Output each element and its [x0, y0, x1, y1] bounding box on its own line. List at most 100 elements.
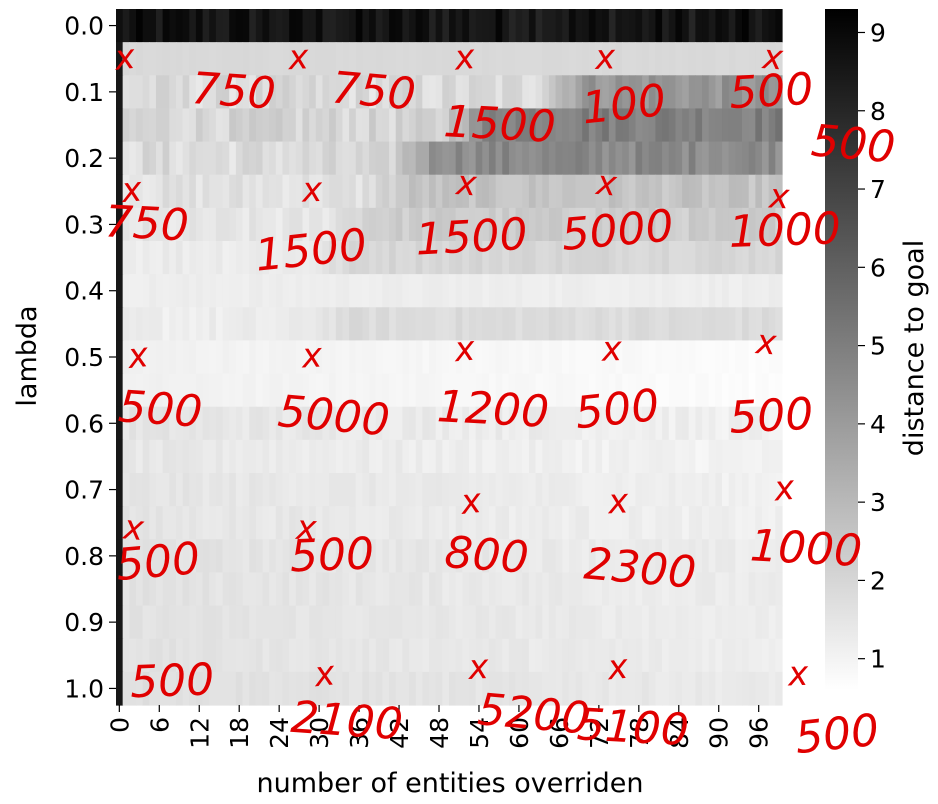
- heatmap-cell: [482, 307, 490, 342]
- heatmap-cell: [588, 75, 597, 110]
- heatmap-cell: [508, 9, 517, 43]
- heatmap-cells: [116, 9, 783, 706]
- heatmap-cell: [262, 141, 270, 176]
- heatmap-cell: [162, 141, 170, 176]
- heatmap-cell: [648, 141, 657, 176]
- heatmap-cell: [742, 9, 750, 43]
- heatmap-cell: [209, 307, 217, 342]
- heatmap-cell: [302, 207, 310, 242]
- heatmap-cell: [195, 473, 204, 507]
- heatmap-cell: [282, 274, 290, 308]
- heatmap-cell: [748, 9, 756, 43]
- heatmap-cell: [742, 207, 750, 242]
- heatmap-cell: [235, 207, 244, 242]
- heatmap-cell: [635, 9, 643, 43]
- heatmap-cell: [462, 207, 470, 242]
- heatmap-cell: [309, 241, 317, 275]
- heatmap-cell: [548, 439, 557, 474]
- heatmap-cell: [235, 638, 244, 673]
- heatmap-cell: [215, 141, 224, 176]
- heatmap-cell: [215, 605, 224, 640]
- heatmap-cell: [289, 638, 297, 673]
- heatmap-cell: [515, 605, 523, 640]
- heatmap-cell: [475, 75, 483, 110]
- x-tick-label: 12: [185, 717, 214, 749]
- heatmap-cell: [269, 42, 277, 76]
- heatmap-cell: [682, 9, 690, 43]
- heatmap-cell: [289, 439, 297, 474]
- heatmap-cell: [409, 274, 417, 308]
- heatmap-cell: [409, 108, 417, 143]
- heatmap-cell: [189, 671, 197, 706]
- heatmap-cell: [735, 406, 743, 441]
- heatmap-cell: [655, 638, 663, 673]
- heatmap-cell: [249, 207, 257, 242]
- heatmap-cell: [415, 307, 423, 342]
- heatmap-cell: [642, 572, 650, 607]
- heatmap-cell: [575, 274, 583, 308]
- heatmap-cell: [369, 141, 377, 176]
- heatmap-cell: [349, 9, 357, 43]
- heatmap-cell: [409, 207, 417, 242]
- heatmap-cell: [695, 340, 703, 375]
- heatmap-cell: [475, 572, 483, 607]
- heatmap-cell: [728, 241, 736, 275]
- heatmap-cell: [249, 274, 257, 308]
- heatmap-cell: [628, 506, 637, 540]
- heatmap-cell: [682, 340, 690, 375]
- heatmap-cell: [542, 671, 550, 706]
- heatmap-cell: [648, 75, 657, 110]
- heatmap-cell: [175, 373, 184, 408]
- heatmap-cell: [755, 572, 763, 607]
- heatmap-cell: [575, 638, 583, 673]
- heatmap-cell: [575, 307, 583, 342]
- heatmap-cell: [775, 207, 783, 242]
- heatmap-cell: [195, 9, 204, 43]
- heatmap-cell: [302, 241, 310, 275]
- heatmap-cell: [182, 671, 190, 706]
- heatmap-cell: [488, 572, 497, 607]
- heatmap-cell: [162, 75, 170, 110]
- heatmap-cell: [722, 340, 730, 375]
- heatmap-cell: [582, 141, 590, 176]
- heatmap-cell: [502, 9, 510, 43]
- heatmap-cell: [628, 307, 637, 342]
- heatmap-cell: [748, 274, 756, 308]
- heatmap-cell: [389, 307, 397, 342]
- heatmap-cell: [628, 75, 637, 110]
- heatmap-cell: [515, 671, 523, 706]
- heatmap-cell: [295, 42, 304, 76]
- heatmap-cell: [209, 539, 217, 574]
- heatmap-cell: [695, 439, 703, 474]
- heatmap-cell: [495, 75, 503, 110]
- heatmap-cell: [555, 439, 563, 474]
- heatmap-cell: [369, 274, 377, 308]
- heatmap-cell: [542, 340, 550, 375]
- heatmap-cell: [628, 406, 637, 441]
- heatmap-cell: [755, 174, 763, 209]
- heatmap-cell: [382, 572, 390, 607]
- heatmap-cell: [215, 439, 224, 474]
- heatmap-cell: [668, 108, 677, 143]
- heatmap-cell: [295, 9, 304, 43]
- heatmap-cell: [369, 605, 377, 640]
- heatmap-cell: [635, 473, 643, 507]
- heatmap-cell: [655, 671, 663, 706]
- heatmap-cell: [422, 572, 430, 607]
- heatmap-cell: [222, 473, 230, 507]
- heatmap-cell: [129, 241, 137, 275]
- heatmap-cell: [242, 539, 250, 574]
- heatmap-cell: [322, 108, 330, 143]
- annotation-x-mark: x: [605, 647, 630, 689]
- heatmap-cell: [488, 605, 497, 640]
- heatmap-cell: [595, 439, 603, 474]
- heatmap-cell: [295, 506, 304, 540]
- heatmap-cell: [535, 9, 543, 43]
- heatmap-cell: [755, 9, 763, 43]
- heatmap-cell: [675, 439, 683, 474]
- heatmap-cell: [615, 572, 623, 607]
- heatmap-cell: [409, 638, 417, 673]
- heatmap-cell: [322, 671, 330, 706]
- heatmap-cell: [282, 42, 290, 76]
- heatmap-cell: [702, 108, 710, 143]
